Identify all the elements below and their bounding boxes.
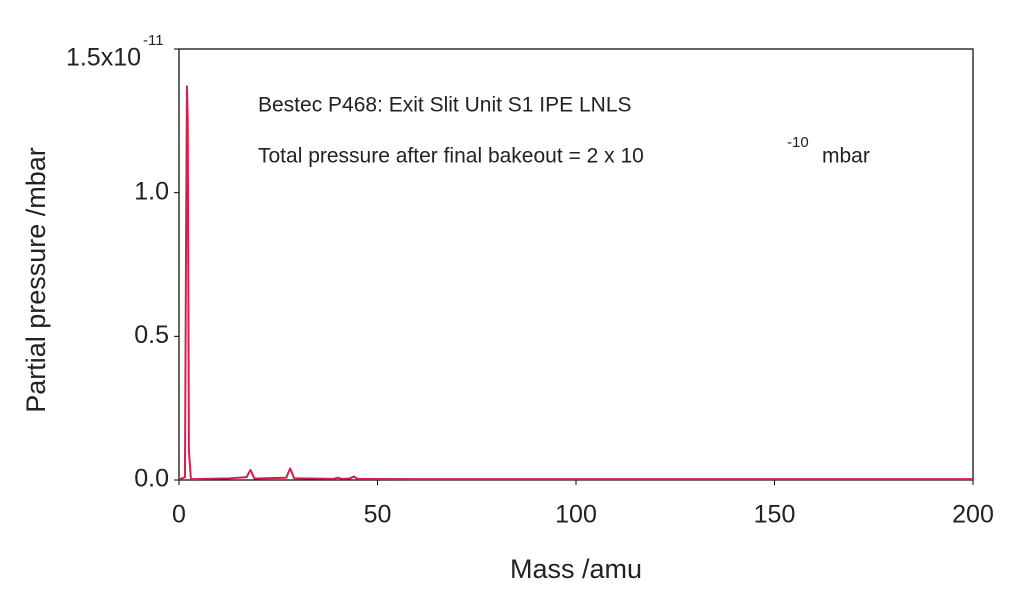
y-exponent: -11 [143, 32, 164, 49]
x-tick-label: 150 [754, 501, 796, 529]
data-line [178, 85, 973, 481]
x-axis-label: Mass /amu [510, 554, 642, 584]
y-tick-label: 0.0 [134, 465, 169, 493]
annotation: mbar [822, 145, 870, 168]
y-tick-label: 1.0 [134, 177, 169, 205]
y-axis-label: Partial pressure /mbar [21, 147, 51, 413]
annotation: Total pressure after final bakeout = 2 x… [258, 145, 644, 168]
x-tick-label: 50 [364, 501, 392, 529]
annotation: Bestec P468: Exit Slit Unit S1 IPE LNLS [258, 94, 632, 117]
annotation-superscript: -10 [787, 134, 809, 151]
y-tick-label: 1.5x10 [66, 44, 141, 72]
y-tick-label: 0.5 [134, 321, 169, 349]
x-tick-label: 100 [555, 501, 597, 529]
x-tick-label: 200 [952, 501, 994, 529]
x-tick-label: 0 [172, 501, 186, 529]
